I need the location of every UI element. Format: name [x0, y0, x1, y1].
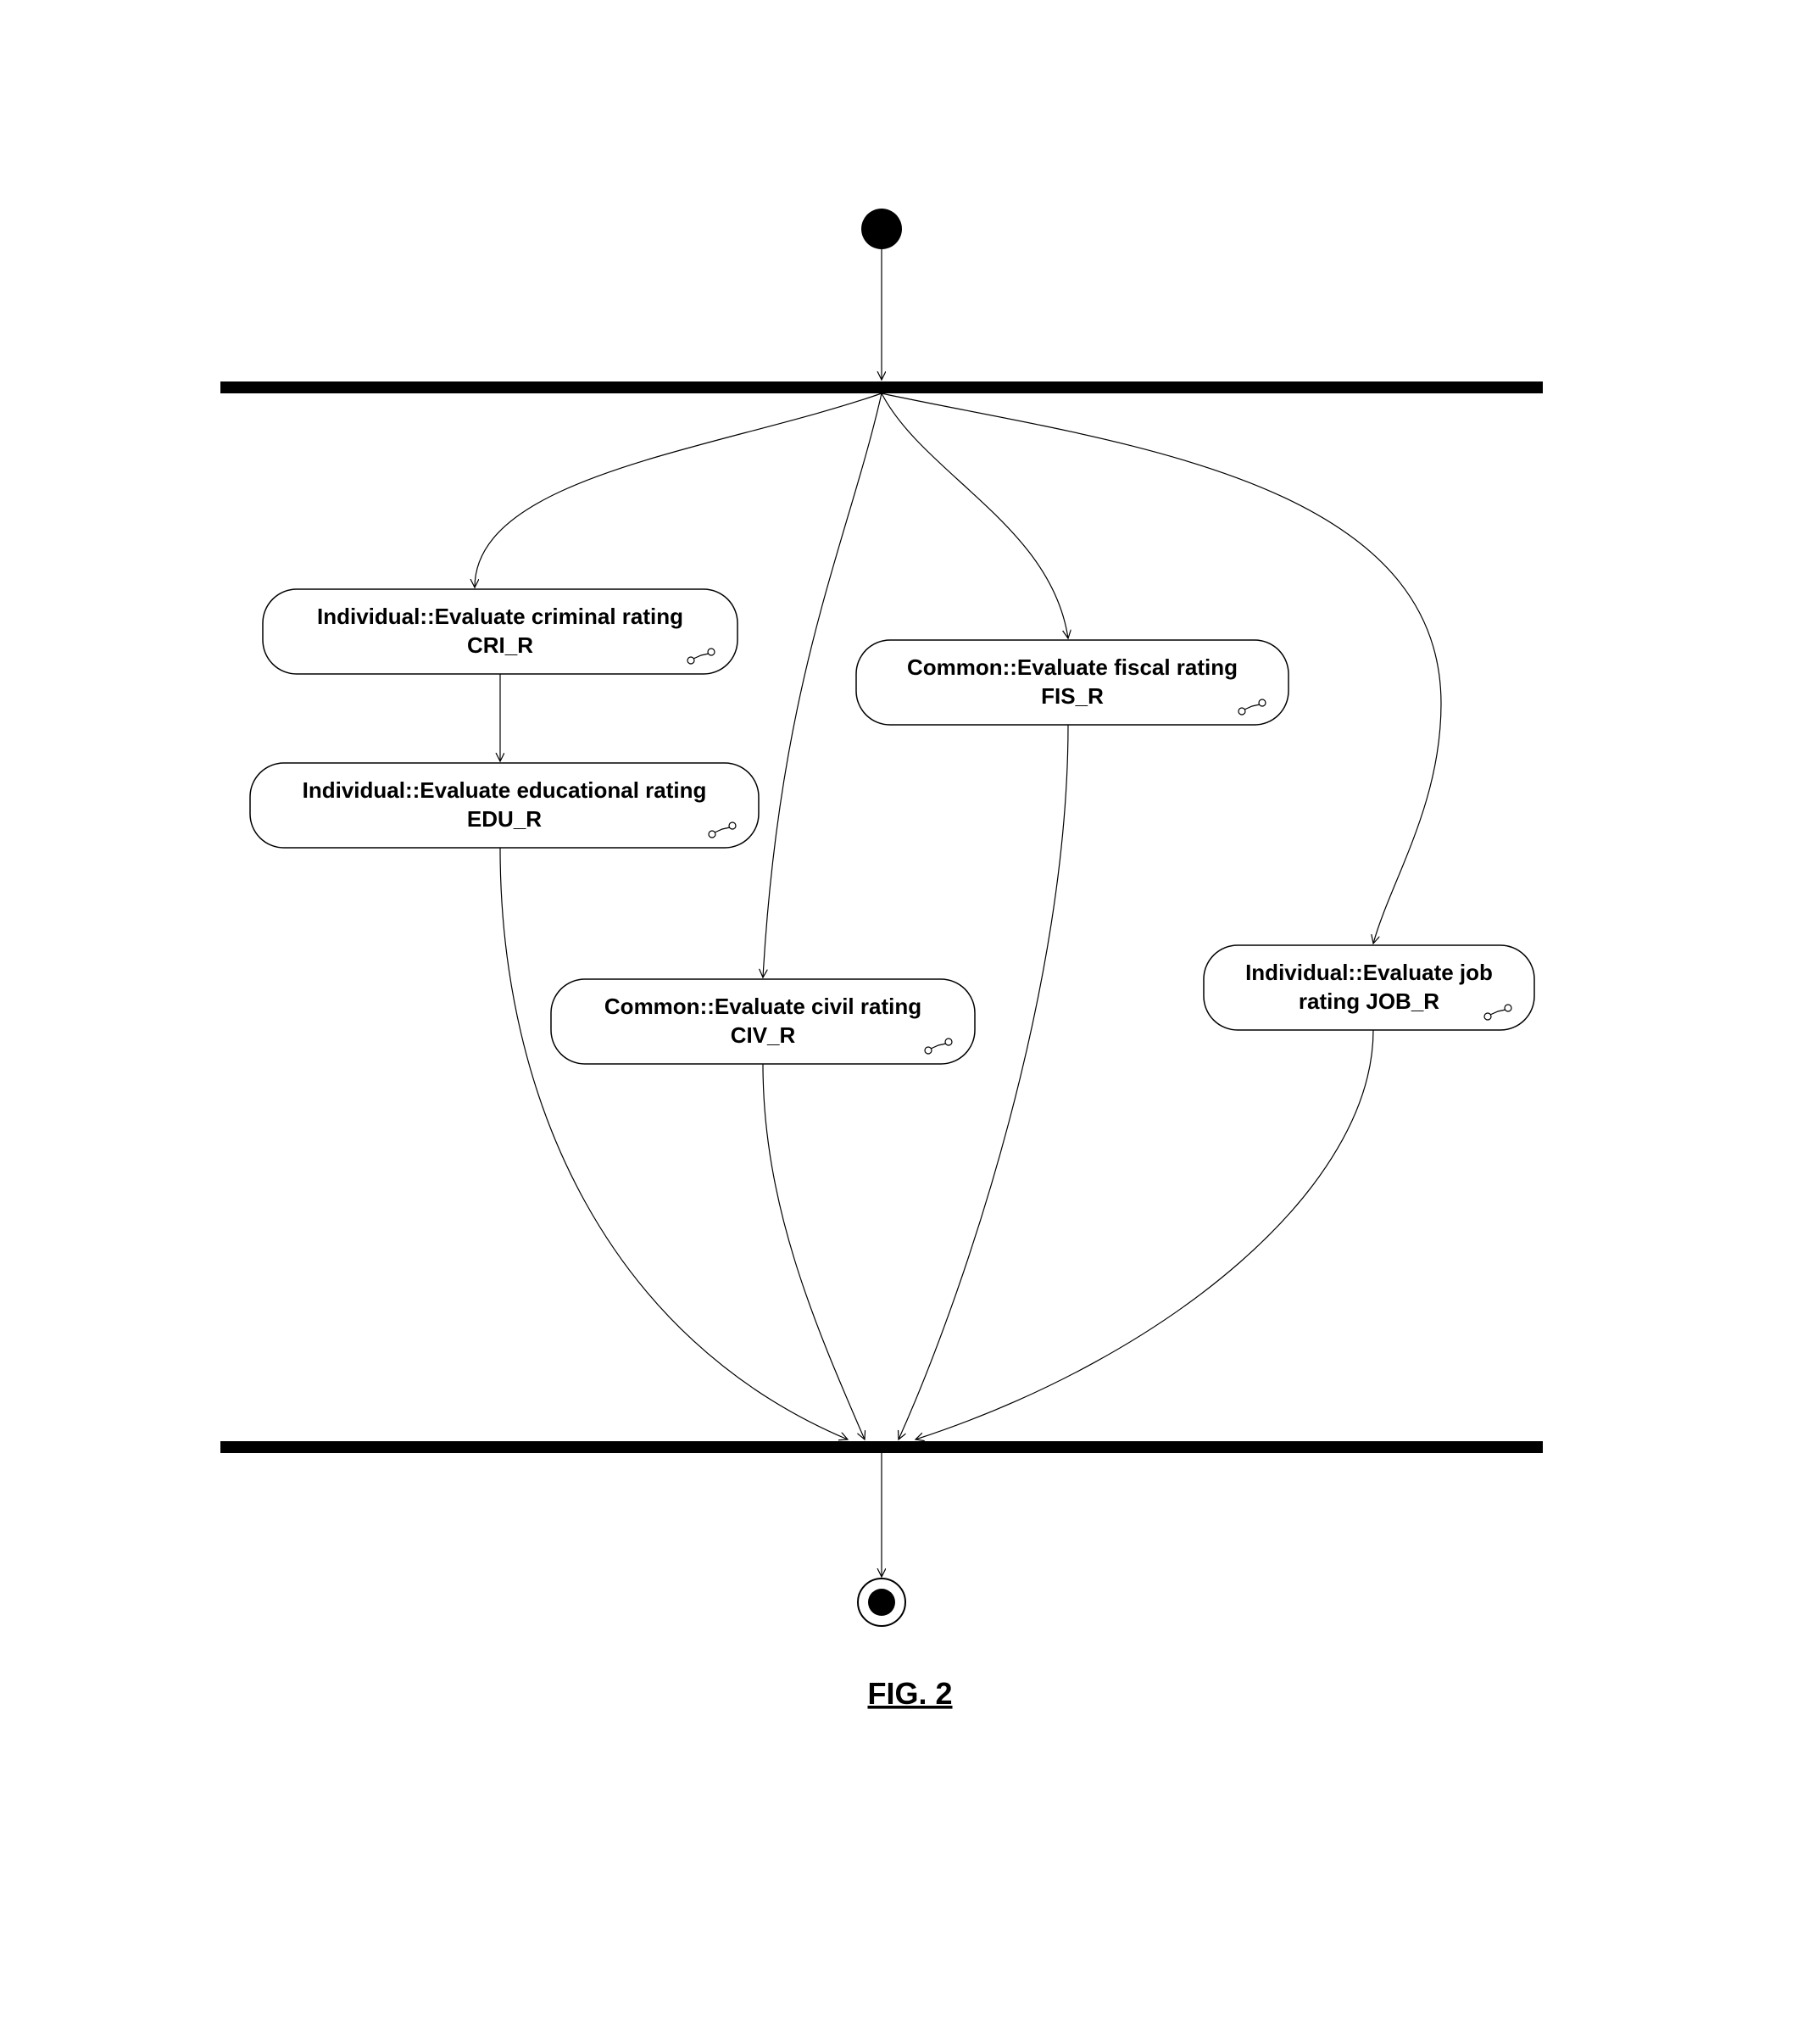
fork-bar: [220, 381, 1543, 393]
edge-fis_r-bar2: [899, 725, 1068, 1439]
activity-label-line2: FIS_R: [1041, 683, 1104, 709]
nodes-layer: Individual::Evaluate criminal ratingCRI_…: [250, 589, 1534, 1064]
initial-node: [861, 209, 902, 249]
edges-layer: [475, 249, 1441, 1577]
edge-bar1-cri_r: [475, 393, 882, 587]
edge-bar1-fis_r: [882, 393, 1068, 638]
activity-label-line1: Individual::Evaluate job: [1245, 960, 1493, 985]
activity-civ_r: Common::Evaluate civil ratingCIV_R: [551, 979, 975, 1064]
activity-label-line2: CRI_R: [467, 632, 533, 658]
edge-edu_r-bar2: [500, 848, 848, 1439]
bars-layer: [220, 381, 1543, 1453]
activity-diagram: Individual::Evaluate criminal ratingCRI_…: [0, 0, 1820, 2038]
join-bar: [220, 1441, 1543, 1453]
final-node-dot: [868, 1589, 895, 1616]
activity-edu_r: Individual::Evaluate educational ratingE…: [250, 763, 759, 848]
activity-job_r: Individual::Evaluate jobrating JOB_R: [1204, 945, 1534, 1030]
activity-cri_r: Individual::Evaluate criminal ratingCRI_…: [263, 589, 737, 674]
activity-label-line2: rating JOB_R: [1299, 988, 1439, 1014]
edge-civ_r-bar2: [763, 1064, 865, 1439]
activity-label-line2: EDU_R: [467, 806, 542, 832]
activity-fis_r: Common::Evaluate fiscal ratingFIS_R: [856, 640, 1288, 725]
terminals-layer: [858, 209, 905, 1626]
activity-label-line1: Individual::Evaluate educational rating: [303, 777, 707, 803]
activity-label-line1: Common::Evaluate fiscal rating: [907, 654, 1238, 680]
activity-label-line2: CIV_R: [731, 1022, 796, 1048]
edge-job_r-bar2: [916, 1030, 1373, 1439]
activity-label-line1: Common::Evaluate civil rating: [604, 994, 921, 1019]
activity-label-line1: Individual::Evaluate criminal rating: [317, 604, 683, 629]
figure-caption: FIG. 2: [867, 1676, 952, 1711]
